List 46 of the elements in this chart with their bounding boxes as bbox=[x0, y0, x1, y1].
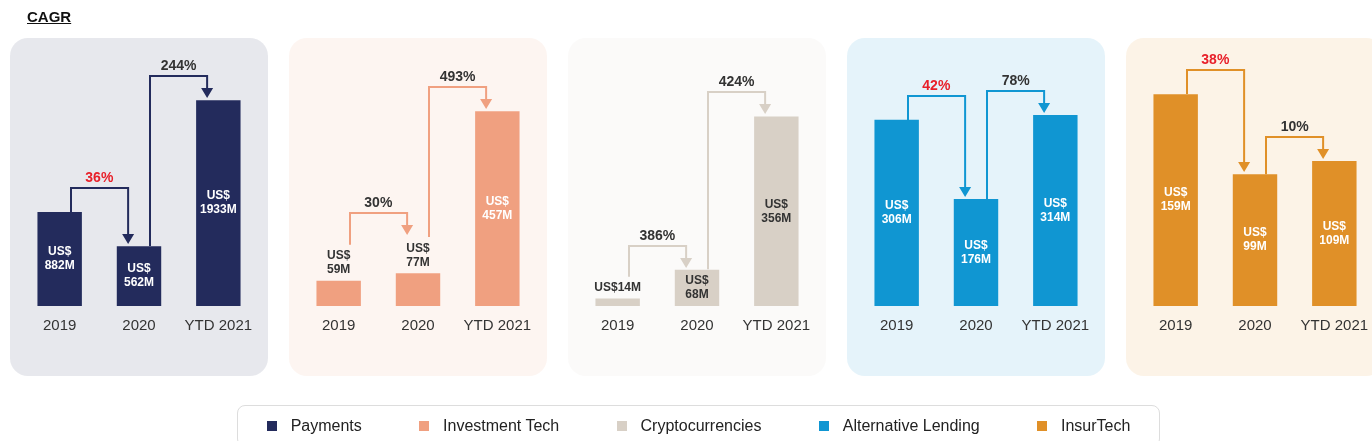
legend-label: Cryptocurrencies bbox=[640, 417, 762, 435]
chart-title: CAGR bbox=[27, 8, 72, 25]
x-tick-label: 2019 bbox=[1158, 316, 1193, 334]
text: 78% bbox=[1001, 71, 1031, 88]
x-tick-label: 2019 bbox=[321, 316, 356, 334]
data-label: US$14M bbox=[594, 279, 642, 294]
data-label: US$ 77M bbox=[406, 240, 430, 269]
x-tick-label: 2020 bbox=[122, 316, 156, 334]
data-label: US$ 99M bbox=[1243, 225, 1267, 254]
x-tick-label: YTD 2021 bbox=[1300, 316, 1369, 334]
x-tick-label: 2020 bbox=[401, 316, 435, 334]
data-label: US$ 562M bbox=[123, 261, 155, 290]
annotation: 10% bbox=[1280, 117, 1310, 134]
x-tick-label: YTD 2021 bbox=[184, 316, 253, 334]
data-label: US$ 306M bbox=[881, 198, 912, 227]
legend-label: Payments bbox=[290, 417, 362, 435]
data-label: US$ 356M bbox=[761, 196, 792, 225]
data-label: US$ 882M bbox=[44, 244, 75, 273]
text: 244% bbox=[160, 57, 198, 74]
text: 38% bbox=[1201, 51, 1230, 68]
legend-label: InsurTech bbox=[1060, 417, 1131, 435]
x-tick-label: YTD 2021 bbox=[463, 316, 532, 334]
annotation: 36% bbox=[85, 169, 114, 186]
x-tick-label: YTD 2021 bbox=[742, 316, 811, 334]
x-tick-label: 2020 bbox=[959, 316, 993, 334]
data-label: US$ 159M bbox=[1160, 185, 1191, 214]
x-tick-label: 2020 bbox=[1238, 316, 1272, 334]
data-label: US$ 59M bbox=[326, 248, 351, 277]
text: 493% bbox=[439, 68, 477, 85]
legend-label: Alternative Lending bbox=[842, 417, 980, 435]
x-tick-label: 2019 bbox=[600, 316, 635, 334]
data-label: US$ 457M bbox=[482, 193, 513, 222]
data-label: US$ 109M bbox=[1319, 218, 1350, 247]
x-tick-label: 2019 bbox=[879, 316, 914, 334]
x-tick-label: YTD 2021 bbox=[1021, 316, 1090, 334]
data-label: US$ 176M bbox=[960, 237, 992, 266]
annotation: 386% bbox=[639, 226, 676, 243]
data-label: US$ 1933M bbox=[199, 188, 237, 217]
annotation: 30% bbox=[364, 194, 393, 211]
data-label: US$ 68M bbox=[685, 273, 709, 302]
x-tick-label: 2020 bbox=[680, 316, 714, 334]
x-tick-label: 2019 bbox=[42, 316, 77, 334]
legend-label: Investment Tech bbox=[443, 417, 560, 435]
text: 42% bbox=[922, 76, 951, 93]
data-label: US$ 314M bbox=[1040, 195, 1071, 224]
text: 424% bbox=[718, 73, 756, 90]
